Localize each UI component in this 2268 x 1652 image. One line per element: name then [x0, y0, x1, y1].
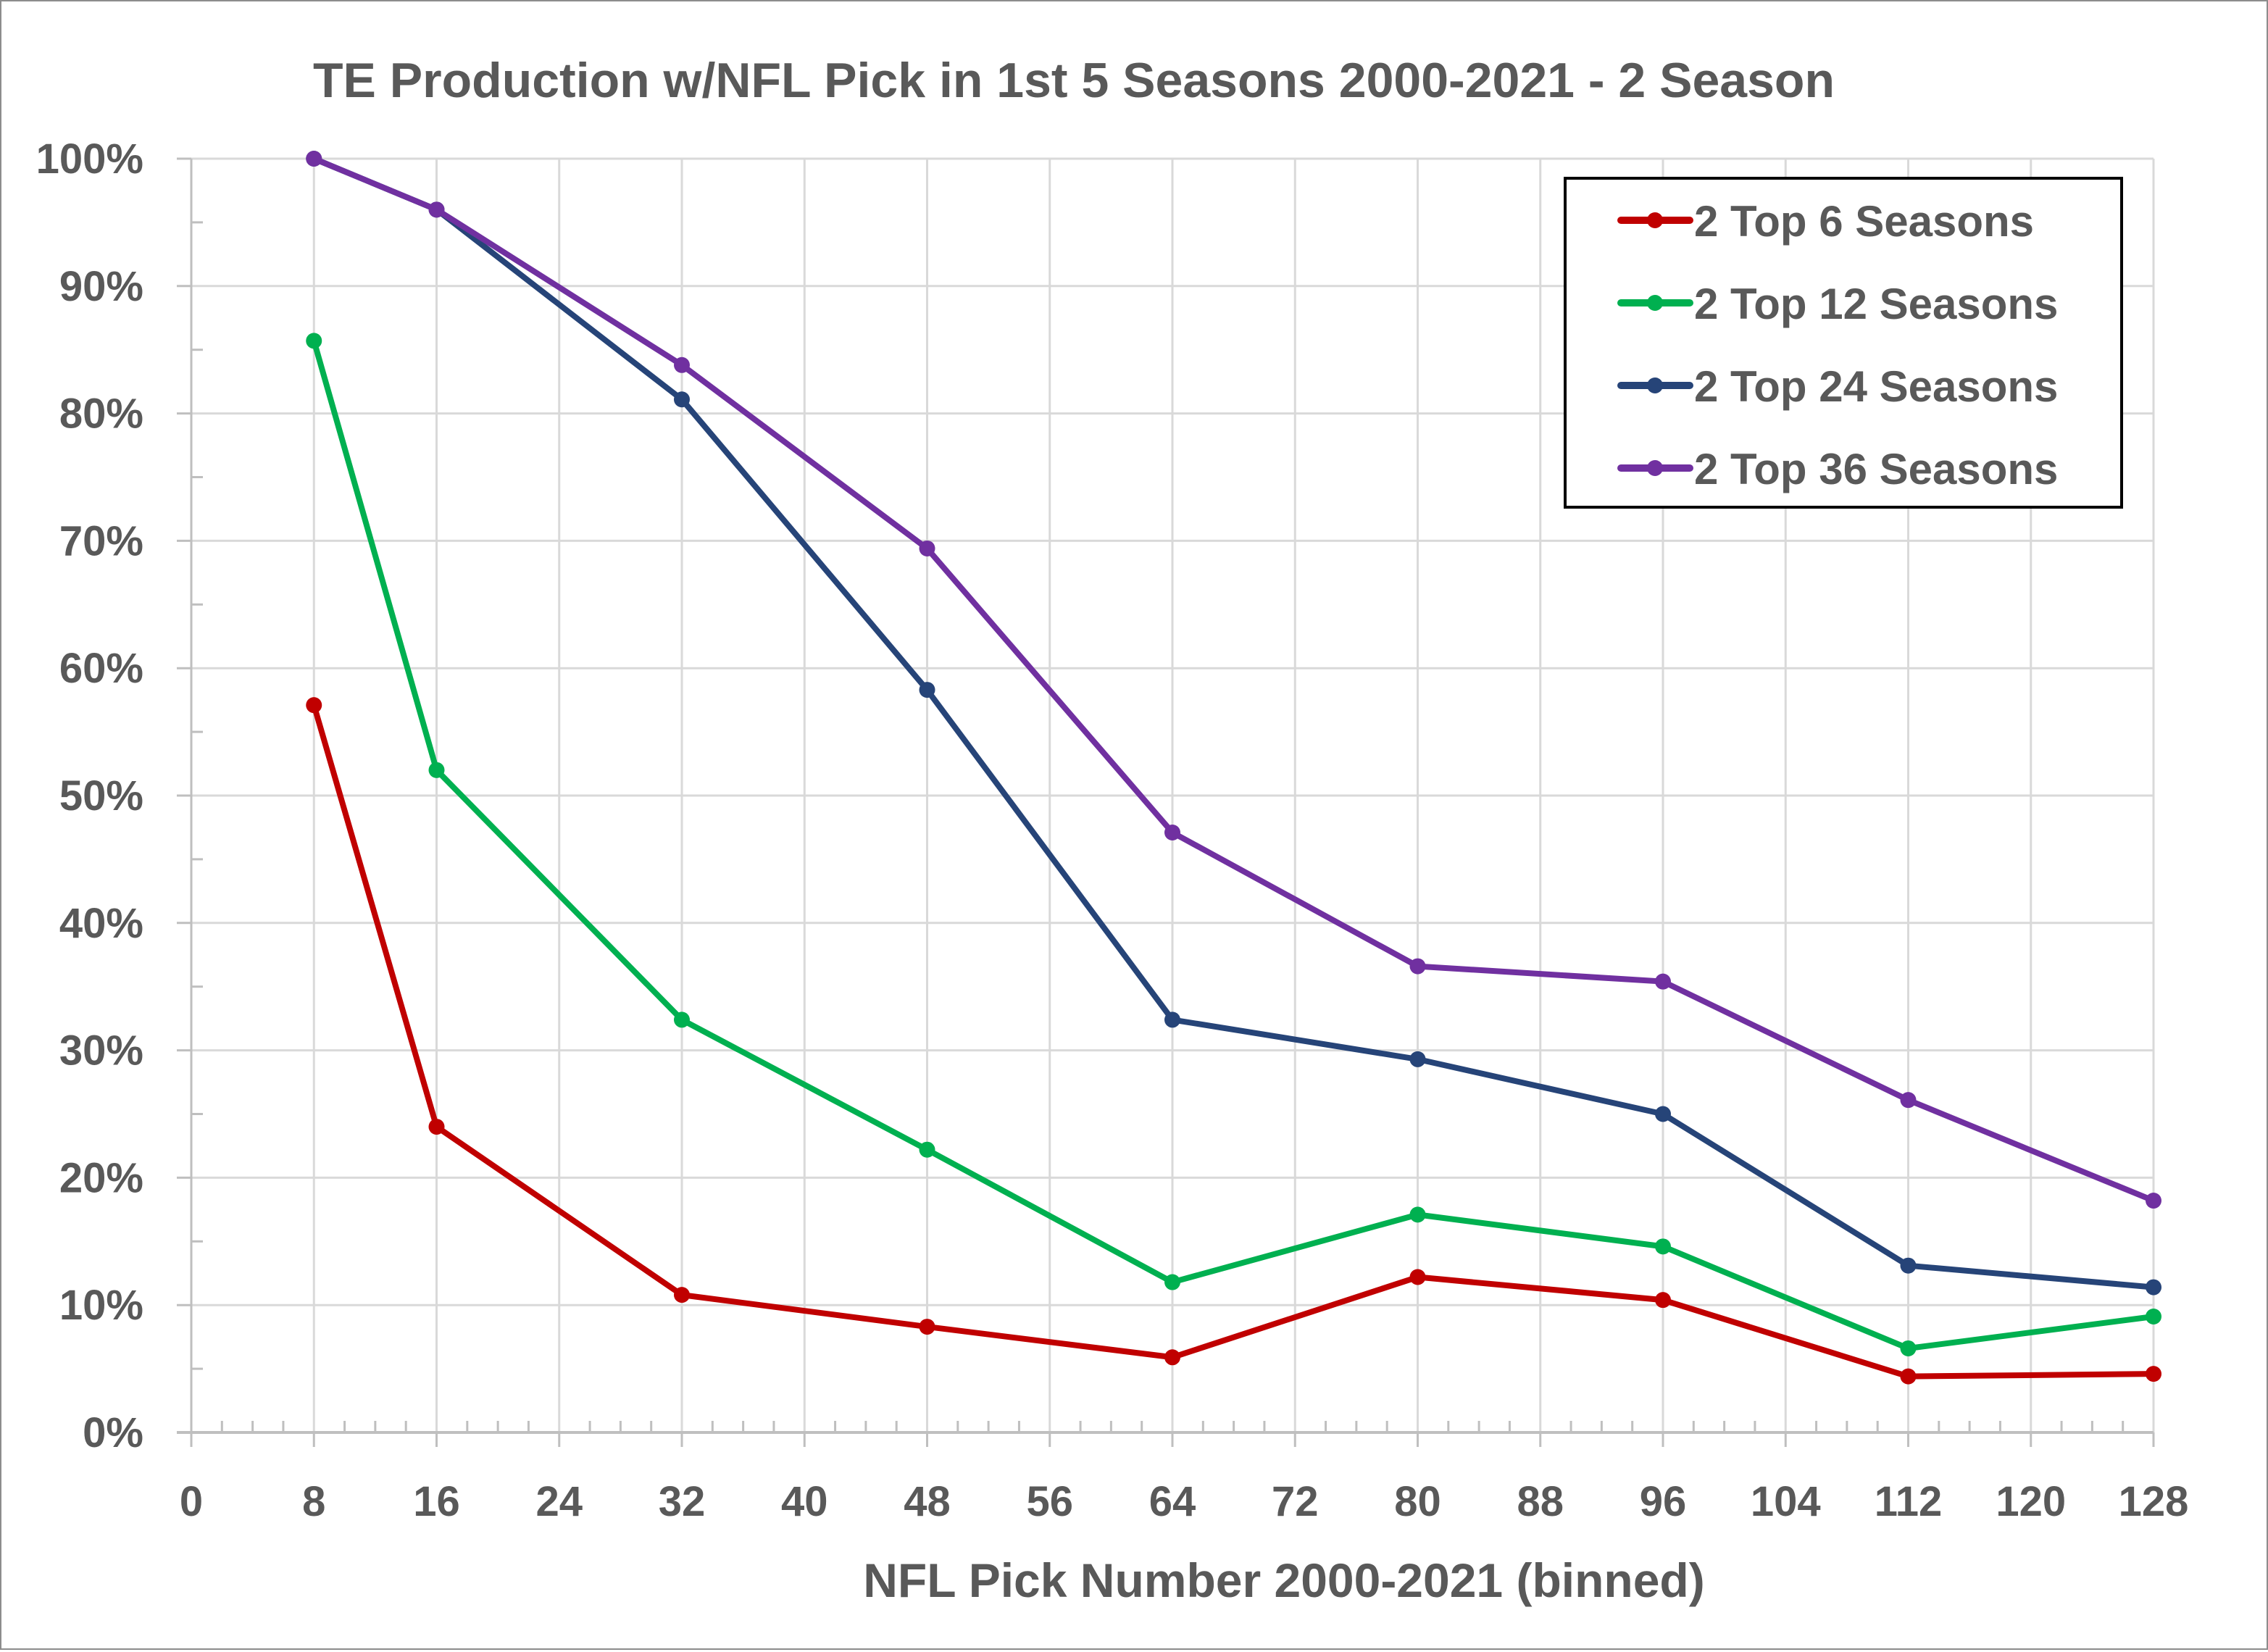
data-point — [1900, 1368, 1917, 1385]
data-point — [2146, 1279, 2161, 1296]
data-point — [1164, 1011, 1180, 1028]
data-point — [1409, 1206, 1426, 1223]
legend-label: 2 Top 12 Seasons — [1694, 280, 2058, 328]
x-tick-label: 32 — [659, 1478, 706, 1525]
x-tick-label: 8 — [302, 1478, 325, 1525]
y-tick-label: 100% — [36, 135, 143, 183]
data-point — [1409, 958, 1426, 975]
x-tick-label: 120 — [1996, 1478, 2066, 1525]
y-tick-label: 70% — [59, 517, 143, 564]
legend-label: 2 Top 36 Seasons — [1694, 445, 2058, 493]
data-point — [1409, 1269, 1426, 1285]
data-point — [428, 201, 445, 218]
data-point — [428, 762, 445, 778]
data-point — [306, 151, 322, 167]
y-tick-label: 50% — [59, 772, 143, 819]
x-tick-label: 0 — [180, 1478, 203, 1525]
y-tick-label: 60% — [59, 645, 143, 692]
data-point — [1164, 824, 1180, 840]
x-tick-label: 64 — [1149, 1478, 1196, 1525]
y-tick-label: 40% — [59, 900, 143, 947]
y-tick-label: 20% — [59, 1154, 143, 1201]
x-tick-label: 56 — [1026, 1478, 1073, 1525]
legend-marker-icon — [1647, 295, 1663, 311]
data-point — [2146, 1366, 2161, 1382]
data-point — [1900, 1340, 1917, 1356]
data-point — [1655, 1238, 1671, 1255]
legend-marker-icon — [1647, 377, 1663, 393]
x-tick-label: 96 — [1640, 1478, 1687, 1525]
legend-box — [1564, 177, 2123, 509]
data-point — [2146, 1193, 2161, 1209]
legend-marker-icon — [1647, 460, 1663, 476]
data-point — [428, 1119, 445, 1135]
data-point — [674, 1287, 690, 1303]
x-tick-label: 88 — [1517, 1478, 1564, 1525]
data-point — [919, 1141, 935, 1158]
data-point — [1655, 1292, 1671, 1309]
data-point — [306, 697, 322, 714]
gridlines — [191, 157, 2155, 1432]
data-point — [1655, 973, 1671, 990]
x-axis-label: NFL Pick Number 2000-2021 (binned) — [863, 1553, 1704, 1607]
x-tick-label: 40 — [781, 1478, 828, 1525]
x-tick-label: 48 — [904, 1478, 951, 1525]
data-point — [1164, 1349, 1180, 1366]
x-tick-label: 112 — [1875, 1478, 1943, 1525]
data-point — [1655, 1106, 1671, 1122]
data-point — [919, 540, 935, 556]
chart-title: TE Production w/NFL Pick in 1st 5 Season… — [313, 53, 1835, 108]
data-point — [1900, 1257, 1917, 1274]
data-point — [2146, 1309, 2161, 1325]
x-axis-ticks: 0 8 16 24 32 40 48 56 64 72 80 88 96 104 112 120 128 — [180, 1421, 2189, 1525]
data-point — [674, 356, 690, 373]
y-axis-ticks: 0% 10% 20% 30% 40% 50% 60% 70% 80% 90% 100% — [36, 135, 203, 1456]
x-tick-label: 80 — [1394, 1478, 1441, 1525]
legend-label: 2 Top 6 Seasons — [1694, 197, 2034, 246]
y-tick-label: 90% — [59, 263, 143, 310]
legend-marker-icon — [1647, 212, 1663, 228]
series-4 — [306, 151, 2161, 1209]
x-tick-label: 104 — [1751, 1478, 1821, 1525]
data-point — [306, 333, 322, 349]
series-line — [311, 704, 2154, 1380]
x-tick-label: 72 — [1272, 1478, 1319, 1525]
legend: 2 Top 6 Seasons 2 Top 12 Seasons 2 Top 24 … — [1564, 177, 2123, 509]
data-point — [1900, 1092, 1917, 1109]
x-tick-label: 16 — [413, 1478, 460, 1525]
legend-label: 2 Top 24 Seasons — [1694, 362, 2058, 411]
data-point — [1164, 1274, 1180, 1290]
y-tick-label: 10% — [59, 1282, 143, 1329]
series-1 — [306, 697, 2161, 1385]
y-tick-label: 80% — [59, 391, 143, 438]
y-tick-label: 0% — [83, 1409, 143, 1456]
data-point — [919, 682, 935, 698]
x-tick-label: 128 — [2119, 1478, 2189, 1525]
x-tick-label: 24 — [535, 1478, 583, 1525]
y-tick-label: 30% — [59, 1027, 143, 1075]
series-group — [306, 151, 2161, 1385]
data-point — [674, 391, 690, 408]
data-point — [674, 1011, 690, 1028]
data-point — [919, 1319, 935, 1335]
data-point — [1409, 1051, 1426, 1067]
series-2 — [306, 333, 2161, 1356]
